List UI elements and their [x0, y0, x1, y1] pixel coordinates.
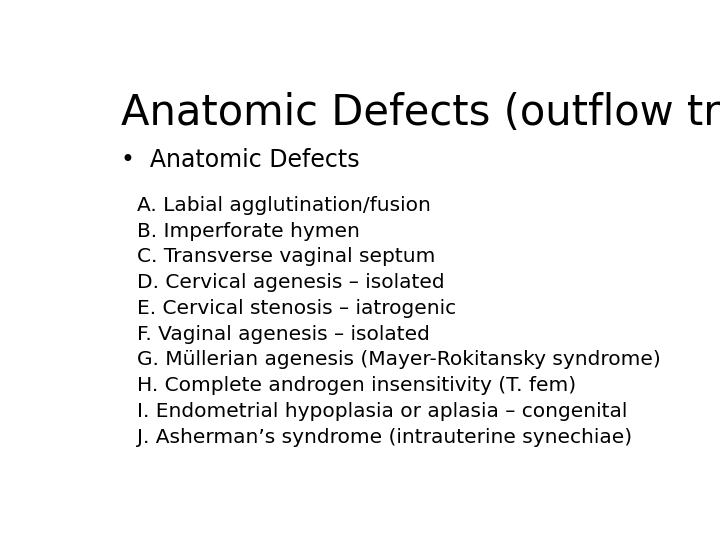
Text: I. Endometrial hypoplasia or aplasia – congenital: I. Endometrial hypoplasia or aplasia – c…: [138, 402, 628, 421]
Text: Anatomic Defects (outflow tract): Anatomic Defects (outflow tract): [121, 92, 720, 134]
Text: C. Transverse vaginal septum: C. Transverse vaginal septum: [138, 247, 436, 266]
Text: G. Müllerian agenesis (Mayer-Rokitansky syndrome): G. Müllerian agenesis (Mayer-Rokitansky …: [138, 350, 661, 369]
Text: F. Vaginal agenesis – isolated: F. Vaginal agenesis – isolated: [138, 325, 431, 343]
Text: A. Labial agglutination/fusion: A. Labial agglutination/fusion: [138, 196, 431, 215]
Text: B. Imperforate hymen: B. Imperforate hymen: [138, 221, 360, 240]
Text: H. Complete androgen insensitivity (T. fem): H. Complete androgen insensitivity (T. f…: [138, 376, 577, 395]
Text: D. Cervical agenesis – isolated: D. Cervical agenesis – isolated: [138, 273, 445, 292]
Text: E. Cervical stenosis – iatrogenic: E. Cervical stenosis – iatrogenic: [138, 299, 456, 318]
Text: J. Asherman’s syndrome (intrauterine synechiae): J. Asherman’s syndrome (intrauterine syn…: [138, 428, 633, 447]
Text: •  Anatomic Defects: • Anatomic Defects: [121, 148, 359, 172]
